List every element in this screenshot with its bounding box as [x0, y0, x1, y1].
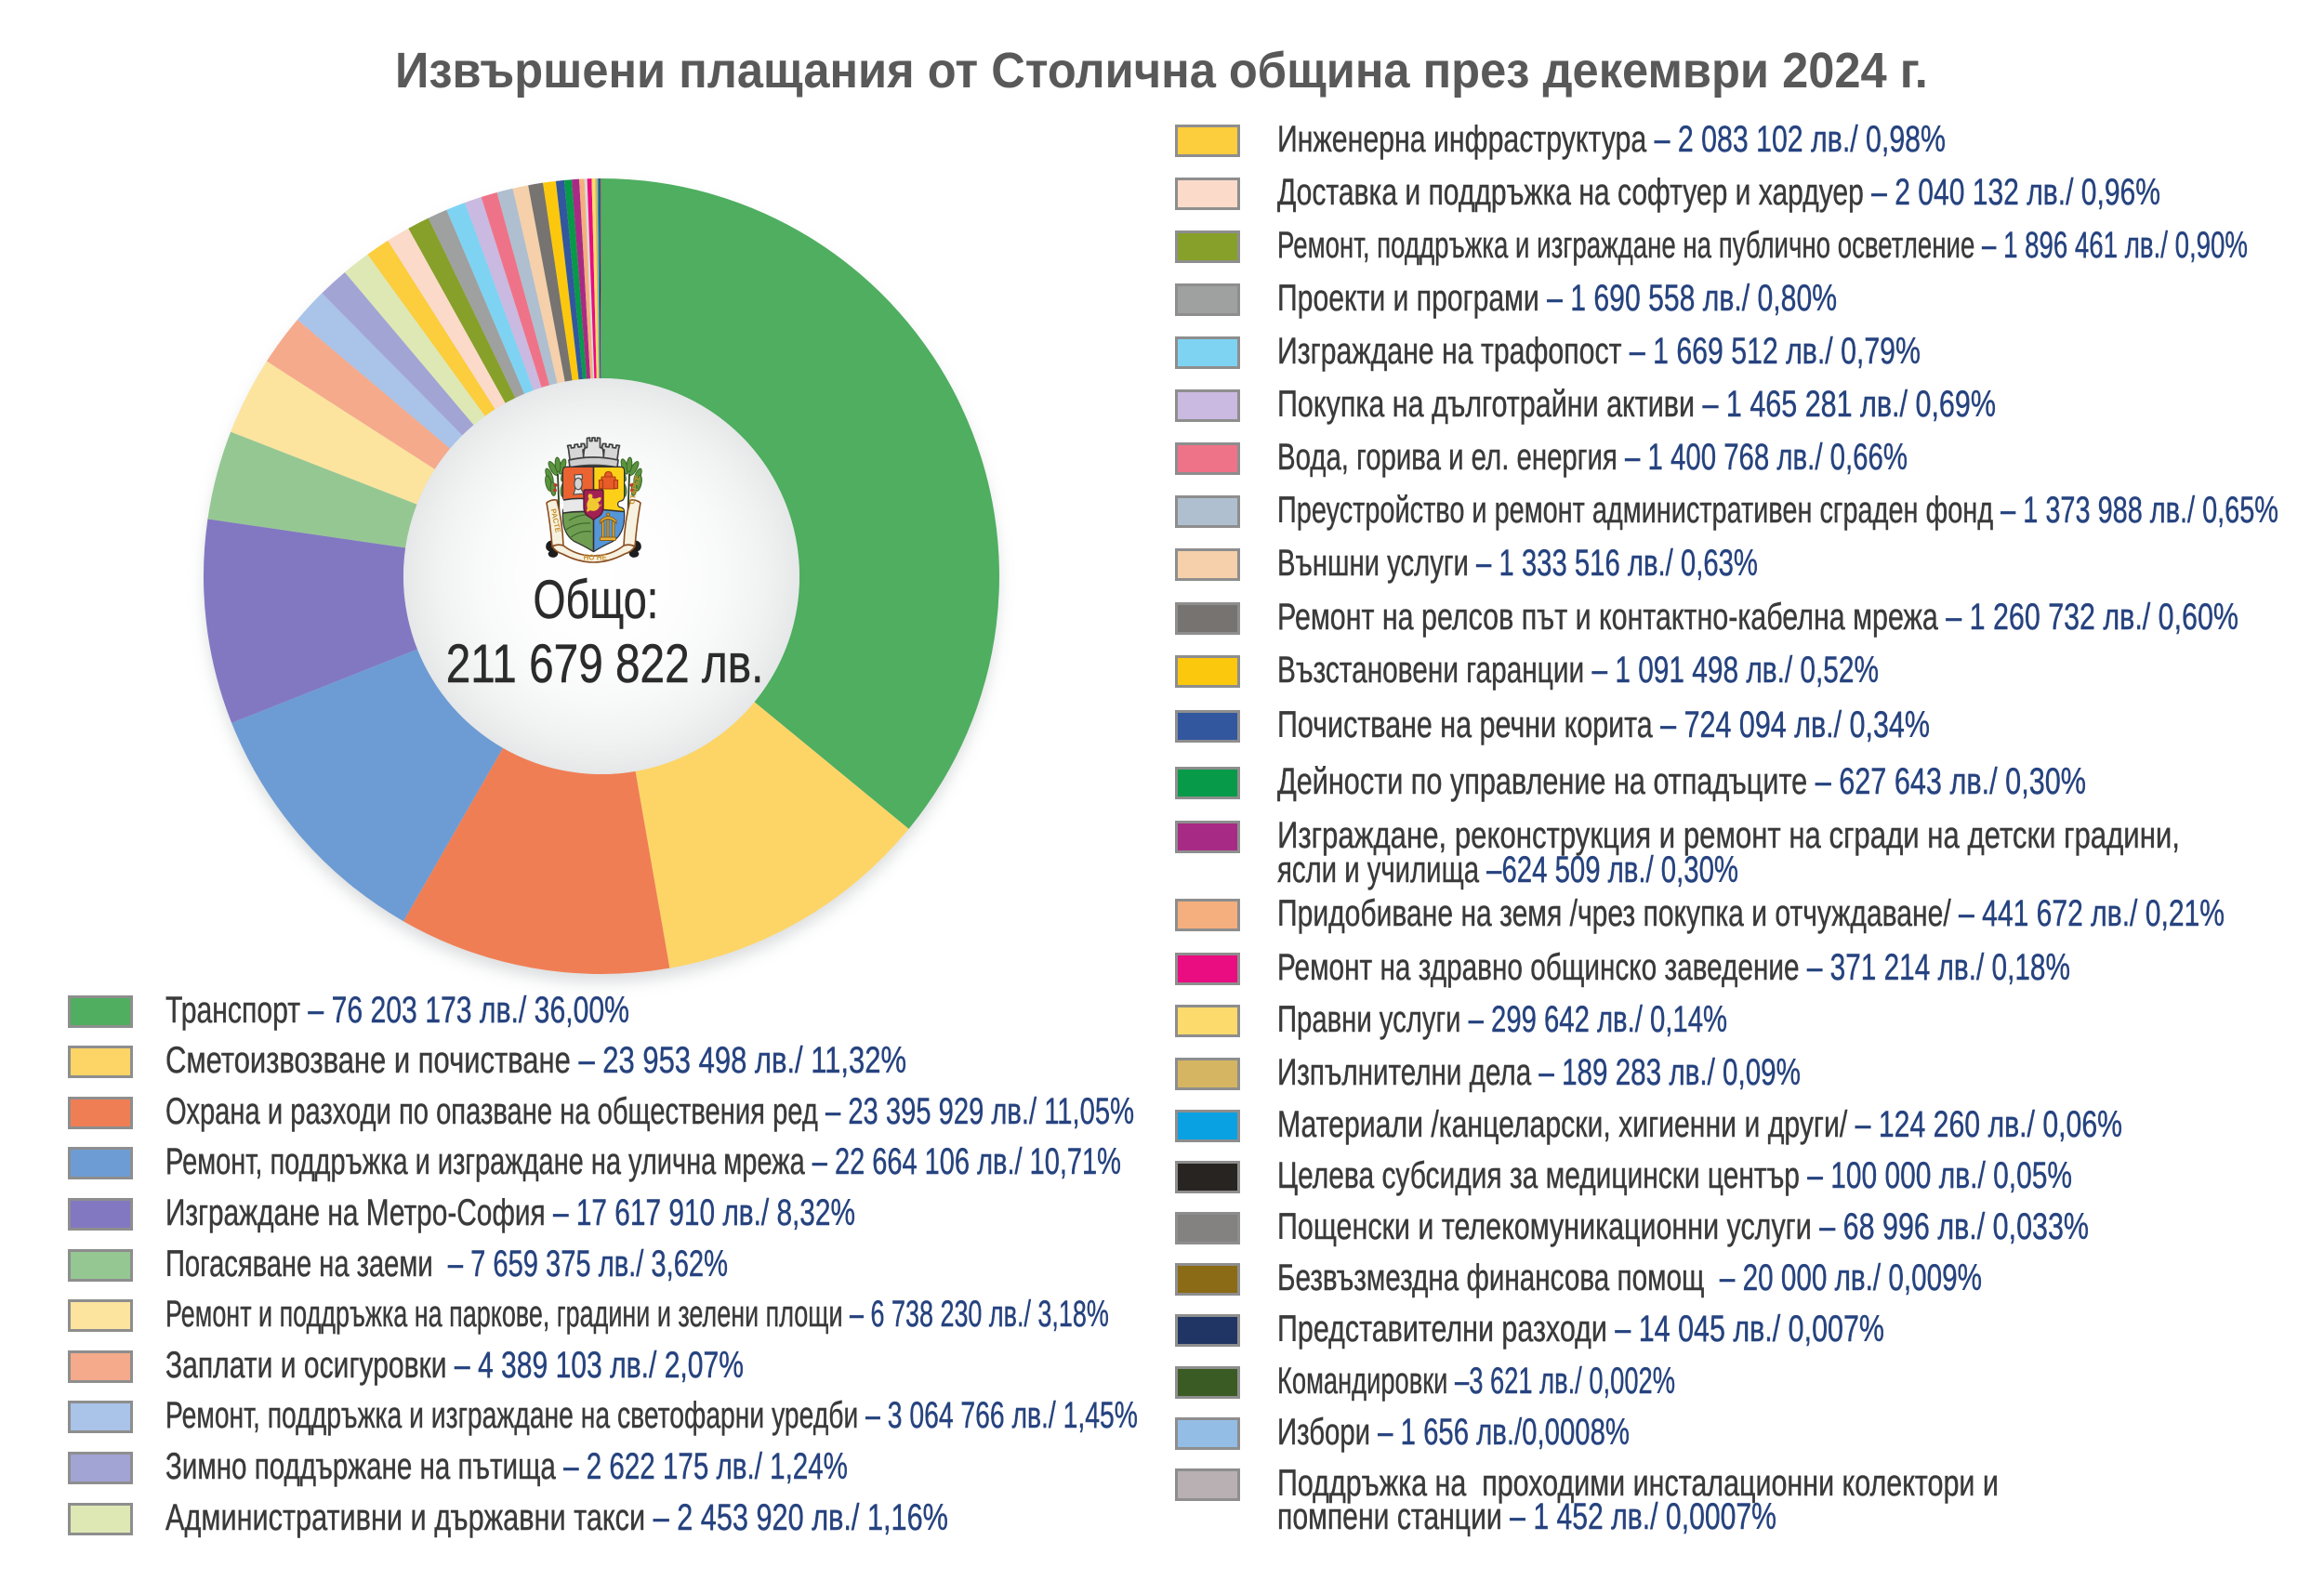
svg-text:НО НЕ: НО НЕ: [584, 554, 608, 562]
